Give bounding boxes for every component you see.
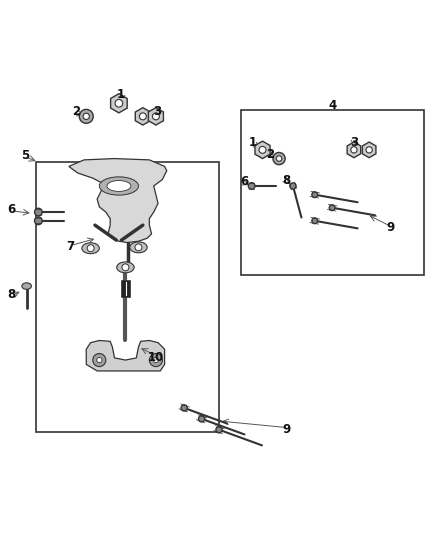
Circle shape	[181, 405, 187, 411]
Ellipse shape	[107, 181, 131, 191]
Circle shape	[152, 113, 159, 120]
Polygon shape	[255, 141, 270, 158]
Circle shape	[276, 156, 282, 161]
Circle shape	[312, 218, 318, 224]
Circle shape	[216, 426, 222, 433]
Text: 10: 10	[148, 351, 164, 365]
Text: 1: 1	[249, 136, 257, 149]
Text: 8: 8	[283, 174, 290, 187]
Polygon shape	[347, 142, 361, 158]
Text: 5: 5	[21, 149, 29, 162]
Circle shape	[366, 147, 372, 153]
Circle shape	[87, 245, 94, 252]
Circle shape	[135, 244, 142, 251]
Ellipse shape	[117, 262, 134, 273]
Circle shape	[35, 217, 42, 224]
Circle shape	[122, 264, 129, 271]
Circle shape	[153, 358, 159, 362]
Text: 3: 3	[153, 106, 161, 118]
Polygon shape	[135, 108, 150, 125]
Circle shape	[97, 358, 102, 362]
Text: 2: 2	[72, 106, 80, 118]
Bar	[121, 279, 130, 297]
Circle shape	[290, 183, 296, 189]
Polygon shape	[362, 142, 376, 158]
Polygon shape	[69, 158, 167, 243]
Text: 9: 9	[387, 221, 395, 234]
Bar	[36, 162, 219, 432]
Circle shape	[149, 353, 162, 367]
Ellipse shape	[82, 243, 99, 254]
Polygon shape	[86, 341, 165, 371]
Circle shape	[83, 113, 89, 119]
Polygon shape	[148, 108, 163, 125]
Ellipse shape	[130, 242, 147, 253]
Text: 6: 6	[240, 175, 248, 188]
Circle shape	[115, 100, 123, 107]
Text: 7: 7	[66, 240, 74, 253]
Circle shape	[79, 109, 93, 123]
Circle shape	[312, 192, 318, 198]
Text: 4: 4	[328, 99, 336, 112]
Circle shape	[35, 208, 42, 216]
Text: 6: 6	[7, 204, 15, 216]
Text: 8: 8	[7, 288, 15, 301]
Ellipse shape	[22, 283, 32, 289]
Text: 2: 2	[266, 148, 275, 161]
Circle shape	[273, 152, 285, 165]
Text: 9: 9	[283, 423, 290, 436]
Circle shape	[198, 416, 205, 422]
Circle shape	[93, 353, 106, 367]
Circle shape	[329, 205, 335, 211]
Bar	[241, 110, 424, 275]
Text: 1: 1	[117, 88, 125, 101]
Circle shape	[351, 147, 357, 153]
Text: 3: 3	[350, 136, 358, 149]
Ellipse shape	[99, 177, 138, 195]
Circle shape	[139, 113, 146, 120]
Circle shape	[248, 183, 255, 189]
Circle shape	[259, 147, 266, 154]
Polygon shape	[111, 94, 127, 113]
